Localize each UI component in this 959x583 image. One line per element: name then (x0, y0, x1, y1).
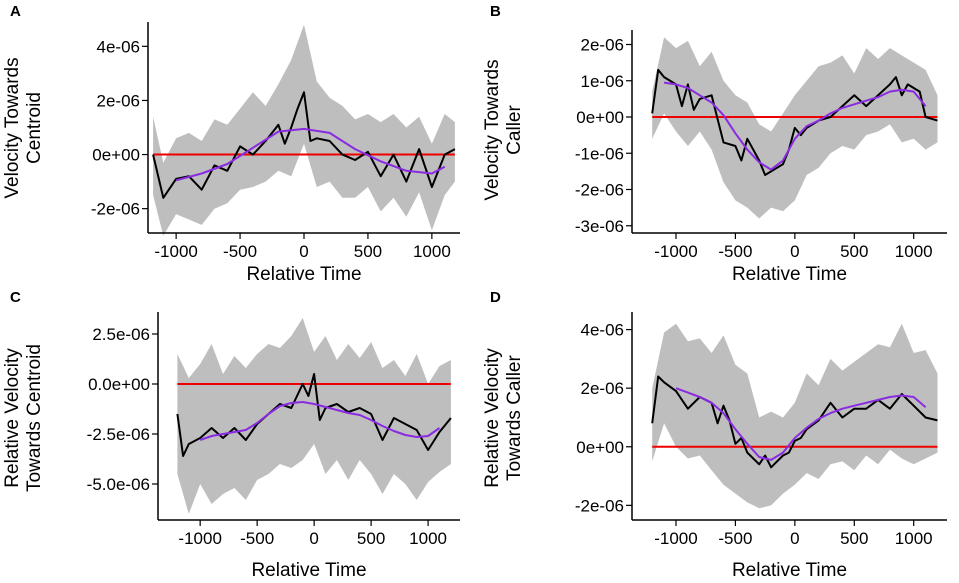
x-tick-label: -1000 (654, 529, 697, 548)
y-axis-title: Towards Caller (504, 355, 525, 481)
y-tick-label: -5.0e-06 (87, 475, 150, 494)
y-axis-title: Velocity Towards (482, 59, 503, 200)
x-tick-label: -500 (718, 529, 752, 548)
y-tick-label: -2e-06 (91, 200, 140, 219)
x-tick-label: 0 (790, 529, 799, 548)
confidence-band (153, 24, 455, 236)
panel-letter: C (10, 289, 21, 306)
x-tick-label: -500 (240, 529, 274, 548)
y-axis-title: Centroid (24, 92, 45, 164)
x-tick-label: 500 (354, 242, 382, 261)
y-axis-title: Caller (504, 105, 525, 155)
x-tick-label: 500 (840, 529, 868, 548)
x-tick-label: -1000 (654, 242, 697, 261)
x-axis-title: Relative Time (732, 264, 847, 285)
smoothed-trend-line (663, 81, 927, 171)
y-tick-label: -2e-06 (575, 181, 624, 200)
panel-b: -3e-06 -2e-06 -1e-06 0e+00 1e-06 2e-06 -1000 -5… (482, 3, 947, 285)
y-axis-title: Relative Velocity (2, 348, 23, 488)
x-tick-label: -500 (223, 242, 257, 261)
y-tick-label: 4e-06 (97, 37, 140, 56)
confidence-band (652, 323, 938, 509)
panel-letter: D (490, 289, 501, 306)
x-tick-label: 0 (299, 242, 308, 261)
y-tick-label: 2e-06 (97, 91, 140, 110)
x-tick-label: 500 (357, 529, 385, 548)
y-axis-title: Velocity Towards (2, 57, 23, 198)
raw-velocity-line (176, 373, 452, 457)
y-tick-label: 2e-06 (581, 36, 624, 55)
x-axis-title: Relative Time (246, 264, 361, 285)
y-tick-label: -2.5e-06 (87, 425, 150, 444)
y-tick-label: 1e-06 (581, 72, 624, 91)
panel-a: -2e-06 0e+00 2e-06 4e-06 -1000 -500 0 500 1000 Re… (2, 3, 460, 285)
x-tick-label: -1000 (178, 529, 221, 548)
x-tick-label: 1000 (895, 242, 933, 261)
y-tick-label: 0.0e+00 (88, 375, 150, 394)
x-axis-title: Relative Time (251, 560, 366, 581)
x-tick-label: 500 (840, 242, 868, 261)
panel-letter: A (10, 3, 21, 20)
y-tick-label: 0e+00 (576, 108, 624, 127)
x-tick-label: 1000 (895, 529, 933, 548)
x-tick-label: -500 (718, 242, 752, 261)
panel-letter: B (490, 3, 501, 20)
smoothed-trend-line (175, 127, 446, 182)
x-axis-title: Relative Time (732, 560, 847, 581)
confidence-band (177, 318, 451, 514)
y-axis-title: Towards Centroid (24, 344, 45, 492)
y-tick-label: 4e-06 (581, 321, 624, 340)
y-tick-label: 0e+00 (92, 146, 140, 165)
x-tick-label: 0 (790, 242, 799, 261)
y-axis-title: Relative Velocity (482, 348, 503, 488)
y-tick-label: 2e-06 (581, 379, 624, 398)
panel-c: -5.0e-06 -2.5e-06 0.0e+00 2.5e-06 -1000 -500 0… (2, 289, 460, 581)
smoothed-trend-line (675, 387, 927, 461)
y-tick-label: -1e-06 (575, 144, 624, 163)
y-tick-label: -2e-06 (575, 496, 624, 515)
x-tick-label: 0 (309, 529, 318, 548)
x-tick-label: 1000 (409, 529, 447, 548)
y-tick-label: 0e+00 (576, 438, 624, 457)
x-tick-label: -1000 (154, 242, 197, 261)
smoothed-trend-line (199, 401, 441, 441)
y-tick-label: 2.5e-06 (92, 325, 150, 344)
panel-d: -2e-06 0e+00 2e-06 4e-06 -1000 -500 0 500 1000 Re… (482, 289, 947, 581)
y-tick-label: -3e-06 (575, 217, 624, 236)
x-tick-label: 1000 (413, 242, 451, 261)
